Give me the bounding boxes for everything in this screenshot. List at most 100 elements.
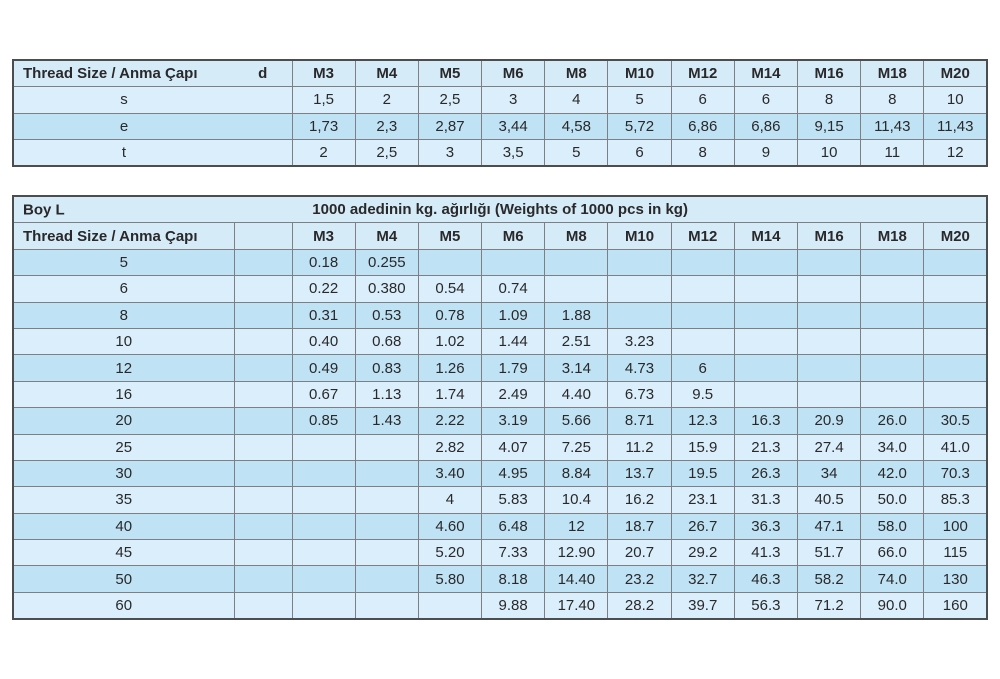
value-cell: 3.19 (481, 407, 546, 435)
value-cell: 56.3 (733, 591, 799, 620)
value-cell: 4.60 (417, 512, 483, 541)
value-cell: 1.79 (481, 354, 546, 382)
value-cell: 47.1 (796, 512, 862, 541)
value-cell (796, 248, 862, 277)
value-cell: 0.255 (354, 248, 419, 277)
value-cell: 4 (544, 86, 609, 114)
value-cell: 3,5 (481, 138, 546, 167)
table-row-45: 45 5.20 7.33 12.90 20.7 29.2 41.3 51.7 66.0 115 (12, 539, 988, 567)
value-cell: 13.7 (607, 459, 672, 488)
value-cell: 26.7 (670, 512, 735, 541)
value-cell: 2.49 (481, 380, 546, 409)
column-header-M12: M12 (670, 59, 735, 88)
value-cell: 46.3 (733, 565, 799, 593)
value-cell: 6 (670, 86, 735, 114)
column-header-M10: M10 (607, 222, 672, 250)
value-cell: 27.4 (796, 433, 862, 461)
value-cell: 11.2 (607, 433, 672, 461)
value-cell (544, 275, 609, 303)
column-header-M20: M20 (923, 222, 988, 250)
value-cell: 5.80 (417, 565, 483, 593)
table-row-e: e 1,73 2,3 2,87 3,44 4,58 5,72 6,86 6,86 9,15 11,4… (12, 112, 988, 140)
value-cell: 8 (860, 86, 925, 114)
row-label: 6 (12, 275, 235, 303)
spacer-column-header (233, 222, 293, 250)
spacer-cell (233, 407, 293, 435)
boy-l-label: Boy L (23, 201, 65, 219)
table-row-5: 5 0.18 0.255 (12, 248, 988, 277)
value-cell (796, 327, 862, 356)
value-cell (860, 354, 925, 382)
value-cell: 1.13 (354, 380, 419, 409)
value-cell: 70.3 (923, 459, 988, 488)
value-cell: 20.7 (607, 539, 672, 567)
value-cell: 12.90 (544, 539, 609, 567)
value-cell: 18.7 (607, 512, 672, 541)
value-cell (796, 301, 862, 329)
value-cell (354, 539, 419, 567)
value-cell: 160 (923, 591, 988, 620)
table-row-60: 60 9.88 17.40 28.2 39.7 56.3 71.2 90.0 160 (12, 591, 988, 620)
value-cell: 31.3 (733, 486, 799, 514)
row-label: 12 (12, 354, 235, 382)
value-cell: 0.74 (481, 275, 546, 303)
spacer-cell (233, 486, 293, 514)
value-cell: 6 (607, 138, 672, 167)
value-cell (860, 275, 925, 303)
value-cell: 2.82 (417, 433, 483, 461)
spacer-cell (233, 138, 293, 167)
weights-header-row: Thread Size / Anma Çapı M3 M4 M5 M6 M8 M10 M12… (12, 222, 988, 250)
column-header-M4: M4 (354, 59, 419, 88)
value-cell (291, 539, 356, 567)
value-cell (481, 248, 546, 277)
spacer-cell (233, 248, 293, 277)
spacer-cell (233, 512, 293, 541)
column-header-M6: M6 (481, 59, 546, 88)
value-cell: 11,43 (860, 112, 925, 140)
row-label: 45 (12, 539, 235, 567)
value-cell (923, 301, 988, 329)
value-cell: 3.40 (417, 459, 483, 488)
value-cell: 2.22 (417, 407, 483, 435)
value-cell: 74.0 (860, 565, 925, 593)
value-cell (417, 591, 483, 620)
value-cell: 26.0 (860, 407, 925, 435)
spacer-cell (233, 112, 293, 140)
value-cell: 10.4 (544, 486, 609, 514)
value-cell: 0.31 (291, 301, 356, 329)
value-cell: 16.2 (607, 486, 672, 514)
spacer-cell (233, 433, 293, 461)
table-row-6: 6 0.22 0.380 0.54 0.74 (12, 275, 988, 303)
value-cell (354, 433, 419, 461)
table-row-t: t 2 2,5 3 3,5 5 6 8 9 10 11 12 (12, 138, 988, 167)
value-cell: 0.54 (417, 275, 483, 303)
thread-dimensions-table: Thread Size / Anma Çapı d M3 M4 M5 M6 M8 M10 M… (12, 59, 989, 168)
value-cell (354, 591, 419, 620)
value-cell (291, 512, 356, 541)
value-cell: 8.18 (481, 565, 546, 593)
value-cell: 2,5 (354, 138, 419, 167)
row-label: 16 (12, 380, 235, 409)
value-cell: 4.40 (544, 380, 609, 409)
value-cell: 19.5 (670, 459, 735, 488)
table-row-s: s 1,5 2 2,5 3 4 5 6 6 8 8 10 (12, 86, 988, 114)
value-cell: 0.67 (291, 380, 356, 409)
value-cell: 4.73 (607, 354, 672, 382)
column-header-M8: M8 (544, 59, 609, 88)
row-label: 50 (12, 565, 235, 593)
value-cell: 5 (607, 86, 672, 114)
spacer-cell (233, 565, 293, 593)
value-cell (354, 459, 419, 488)
value-cell: 51.7 (796, 539, 862, 567)
value-cell (291, 565, 356, 593)
weights-title-cell: Boy L 1000 adedinin kg. ağırlığı (Weight… (12, 195, 988, 224)
dimensions-corner-label: Thread Size / Anma Çapı (12, 59, 234, 88)
value-cell: 6.73 (607, 380, 672, 409)
row-label: 8 (12, 301, 235, 329)
value-cell: 21.3 (733, 433, 799, 461)
spacer-cell (233, 301, 293, 329)
value-cell (291, 591, 356, 620)
value-cell: 20.9 (796, 407, 862, 435)
value-cell: 0.53 (354, 301, 419, 329)
